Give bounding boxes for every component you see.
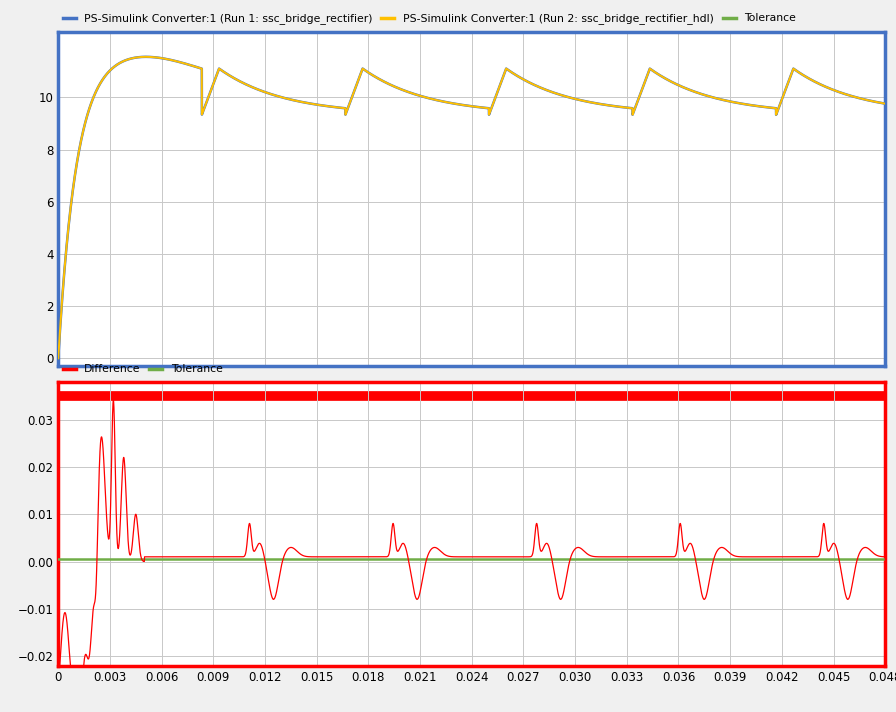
Legend: Difference, Tolerance: Difference, Tolerance — [58, 360, 228, 379]
Legend: PS-Simulink Converter:1 (Run 1: ssc_bridge_rectifier), PS-Simulink Converter:1 (: PS-Simulink Converter:1 (Run 1: ssc_brid… — [58, 9, 800, 28]
